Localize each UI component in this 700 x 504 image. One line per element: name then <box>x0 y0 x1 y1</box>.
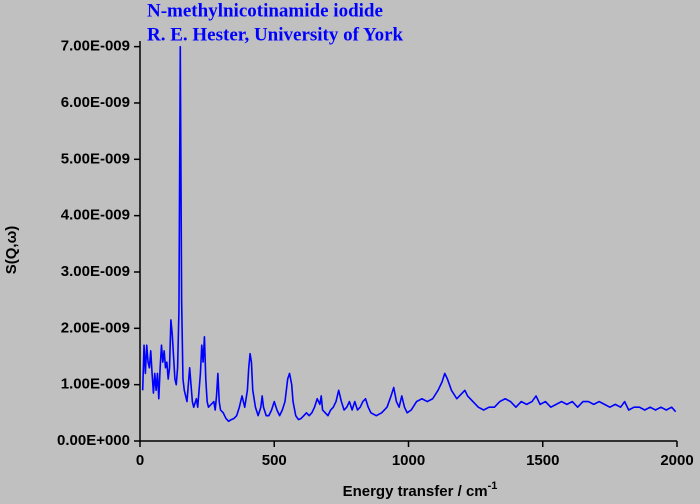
chart-title: N-methylnicotinamide iodide <box>147 0 383 21</box>
x-axis-label-superscript: -1 <box>488 480 498 492</box>
y-tick-label: 5.00E-009 <box>61 150 130 167</box>
x-tick-label: 1500 <box>526 452 559 469</box>
y-tick-label: 3.00E-009 <box>61 263 130 280</box>
spectrum-line <box>141 45 677 423</box>
x-tick-label: 2000 <box>660 452 693 469</box>
x-tick-label: 0 <box>136 452 144 469</box>
x-tick-label: 500 <box>262 452 287 469</box>
y-tick-label: 4.00E-009 <box>61 207 130 224</box>
x-axis-label-text: Energy transfer / cm <box>343 483 488 500</box>
x-axis-label: Energy transfer / cm-1 <box>343 480 498 500</box>
x-tick-label: 1000 <box>392 452 425 469</box>
y-tick-label: 2.00E-009 <box>61 319 130 336</box>
y-tick-label: 1.00E-009 <box>61 376 130 393</box>
y-tick-label: 0.00E+000 <box>57 432 130 449</box>
chart-subtitle: R. E. Hester, University of York <box>147 24 404 45</box>
y-axis-label: S(Q,ω) <box>3 226 20 275</box>
y-tick-label: 6.00E-009 <box>61 94 130 111</box>
y-tick-label: 7.00E-009 <box>61 38 130 55</box>
